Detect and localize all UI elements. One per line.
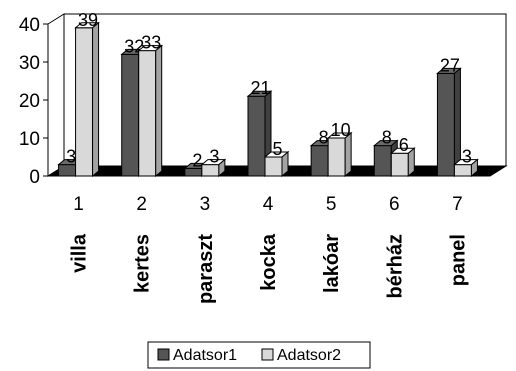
data-label: 5 xyxy=(272,139,282,159)
data-label: 21 xyxy=(250,78,270,98)
data-label: 10 xyxy=(331,120,351,140)
legend-swatch xyxy=(158,349,169,360)
y-tick-label: 30 xyxy=(19,53,40,74)
data-label: 3 xyxy=(462,147,472,167)
category-name-label: bérház xyxy=(384,234,406,298)
x-axis: 1 villa 2 kertes 3 paraszt 4 kocka 5 lakóar 6 bérhá… xyxy=(69,194,470,304)
data-label: 8 xyxy=(382,128,392,148)
data-label: 6 xyxy=(399,135,409,155)
data-label: 8 xyxy=(319,128,329,148)
category-name-label: panel xyxy=(447,234,469,286)
data-label: 39 xyxy=(78,10,98,30)
bar-Adatsor1-7 xyxy=(437,68,460,176)
y-tick-label: 0 xyxy=(29,167,40,188)
data-label: 3 xyxy=(66,147,76,167)
x-tick-label: 6 xyxy=(389,194,400,215)
category-name-label: kertes xyxy=(132,234,154,293)
x-tick-label: 5 xyxy=(326,194,337,215)
legend-entry: Adatsor1 xyxy=(173,347,237,364)
bar-Adatsor2-2 xyxy=(139,46,162,176)
category-name-label: villa xyxy=(69,233,91,273)
data-label: 33 xyxy=(141,33,161,53)
x-tick-label: 4 xyxy=(263,194,274,215)
legend: Adatsor1 Adatsor2 xyxy=(148,342,370,368)
y-tick-label: 10 xyxy=(19,129,40,150)
category-name-label: lakóar xyxy=(321,234,343,293)
legend-entry: Adatsor2 xyxy=(277,347,341,364)
category-name-label: paraszt xyxy=(195,234,217,304)
data-label: 2 xyxy=(192,150,202,170)
x-tick-label: 1 xyxy=(73,194,84,215)
side-wall xyxy=(48,14,64,176)
x-tick-label: 7 xyxy=(452,194,463,215)
bar-Adatsor2-1 xyxy=(76,23,99,176)
data-label: 3 xyxy=(209,147,219,167)
y-tick-label: 20 xyxy=(19,91,40,112)
category-name-label: kocka xyxy=(258,233,280,291)
legend-swatch xyxy=(262,349,273,360)
y-tick-label: 40 xyxy=(19,15,40,36)
x-tick-label: 2 xyxy=(136,194,147,215)
data-label: 27 xyxy=(440,55,460,75)
x-tick-label: 3 xyxy=(200,194,211,215)
